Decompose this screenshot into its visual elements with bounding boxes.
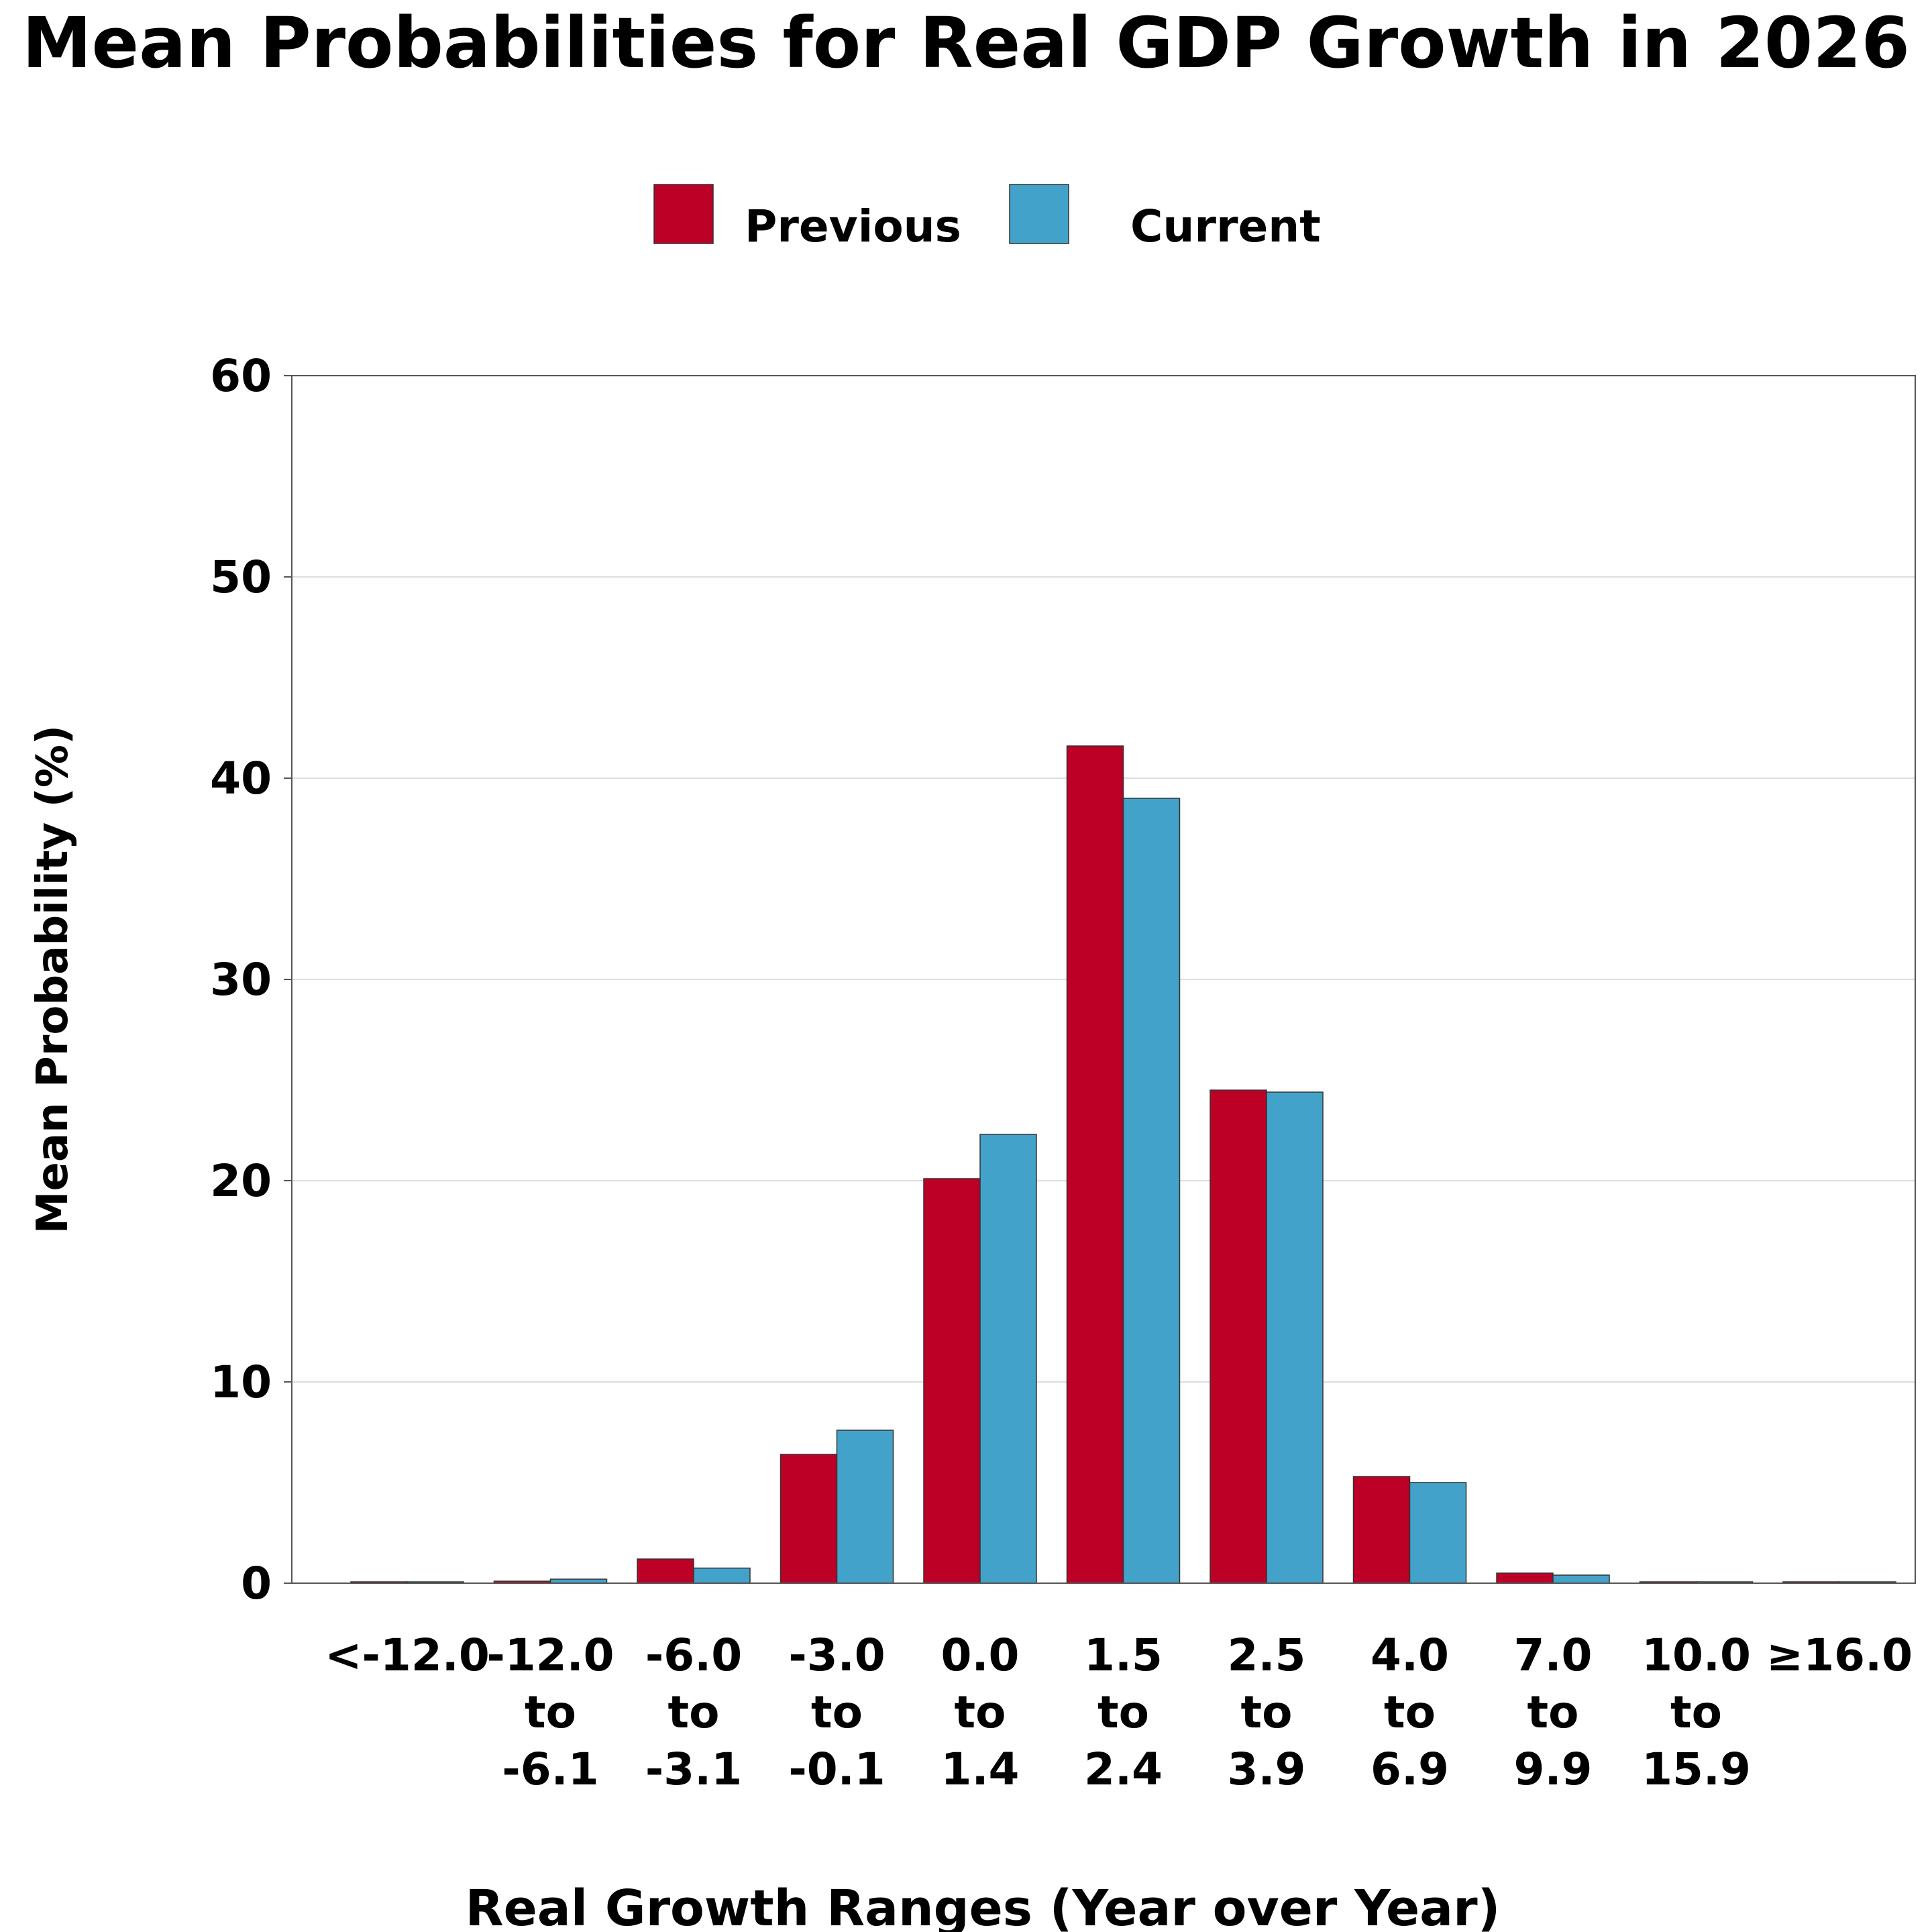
y-axis-title: Mean Probability (%)	[28, 725, 78, 1234]
bar-previous	[780, 1454, 838, 1584]
chart-title: Mean Probabilities for Real GDP Growth i…	[22, 2, 1910, 84]
x-axis-title: Real Growth Ranges (Year over Year)	[466, 1880, 1501, 1932]
y-axis: 0 10 20 30 40 50 60	[210, 350, 292, 1609]
x-tick-label-line: 1.4	[941, 1743, 1020, 1795]
x-tick-label-line: -0.1	[788, 1743, 885, 1795]
x-tick-label-line: -12.0	[486, 1629, 614, 1681]
legend-item-current: Current	[1009, 184, 1321, 252]
bar-previous	[1352, 1476, 1411, 1584]
bar-current	[1266, 1091, 1324, 1584]
y-tick-label: 40	[210, 753, 272, 804]
legend-label: Previous	[745, 201, 961, 252]
bar-current	[836, 1430, 894, 1584]
bar-previous	[1496, 1572, 1554, 1584]
x-axis: <-12.0-12.0to-6.1-6.0to-3.1-3.0to-0.10.0…	[325, 1629, 1913, 1795]
x-tick-label-line: -3.1	[645, 1743, 742, 1795]
x-tick-label-line: -3.0	[788, 1629, 885, 1681]
bars	[350, 745, 1896, 1584]
x-tick-label-line: 2.5	[1228, 1629, 1306, 1681]
legend-item-previous: Previous	[653, 184, 961, 252]
bar-current	[693, 1567, 751, 1584]
x-tick-label-line: 10.0	[1642, 1629, 1751, 1681]
bar-current	[1409, 1482, 1467, 1584]
y-tick-label: 60	[210, 350, 272, 402]
x-tick-label-line: to	[1097, 1686, 1149, 1738]
legend-label: Current	[1130, 201, 1321, 252]
x-tick-label: <-12.0	[325, 1629, 490, 1681]
y-tick-label: 50	[210, 551, 272, 603]
x-tick-label-line: 15.9	[1642, 1743, 1751, 1795]
x-tick-label-line: 6.9	[1371, 1743, 1449, 1795]
x-tick-label-line: to	[955, 1686, 1006, 1738]
x-tick-label-line: to	[811, 1686, 863, 1738]
y-tick-label: 20	[210, 1155, 272, 1207]
x-tick-label-line: to	[1527, 1686, 1579, 1738]
x-tick-label-line: 2.4	[1084, 1743, 1163, 1795]
x-tick-label-line: 7.0	[1514, 1629, 1593, 1681]
x-tick-label-line: -6.1	[502, 1743, 598, 1795]
x-tick-label-line: to	[1384, 1686, 1436, 1738]
x-tick-label: -3.0to-0.1	[788, 1629, 885, 1795]
legend: Previous Current	[653, 184, 1321, 252]
x-tick-label-line: 3.9	[1228, 1743, 1306, 1795]
x-tick-label-line: -6.0	[645, 1629, 742, 1681]
x-tick-label-line: to	[1670, 1686, 1722, 1738]
x-tick-label-line: to	[1241, 1686, 1293, 1738]
x-tick-label-line: to	[525, 1686, 576, 1738]
x-tick-label: -12.0to-6.1	[486, 1629, 614, 1795]
x-tick-label: ≥16.0	[1766, 1629, 1913, 1681]
x-tick-label-line: ≥16.0	[1766, 1629, 1913, 1681]
x-tick-label-line: 1.5	[1084, 1629, 1163, 1681]
bar-current	[1552, 1574, 1610, 1584]
legend-swatch	[1009, 184, 1069, 244]
x-tick-label-line: 0.0	[941, 1629, 1020, 1681]
bar-current	[1122, 798, 1181, 1584]
x-tick-label-line: 4.0	[1371, 1629, 1449, 1681]
x-tick-label: -6.0to-3.1	[645, 1629, 742, 1795]
x-tick-label-line: to	[668, 1686, 720, 1738]
y-tick-label: 30	[210, 954, 272, 1006]
legend-swatch	[653, 184, 714, 244]
bar-current	[979, 1134, 1037, 1584]
y-tick-label: 0	[241, 1558, 272, 1609]
bar-previous	[637, 1558, 694, 1584]
bar-previous	[1066, 745, 1124, 1584]
bar-previous	[1210, 1089, 1267, 1584]
x-tick-label-line: 9.9	[1514, 1743, 1593, 1795]
y-tick-label: 10	[210, 1356, 272, 1408]
bar-previous	[923, 1178, 981, 1584]
x-tick-label-line: <-12.0	[325, 1629, 490, 1681]
